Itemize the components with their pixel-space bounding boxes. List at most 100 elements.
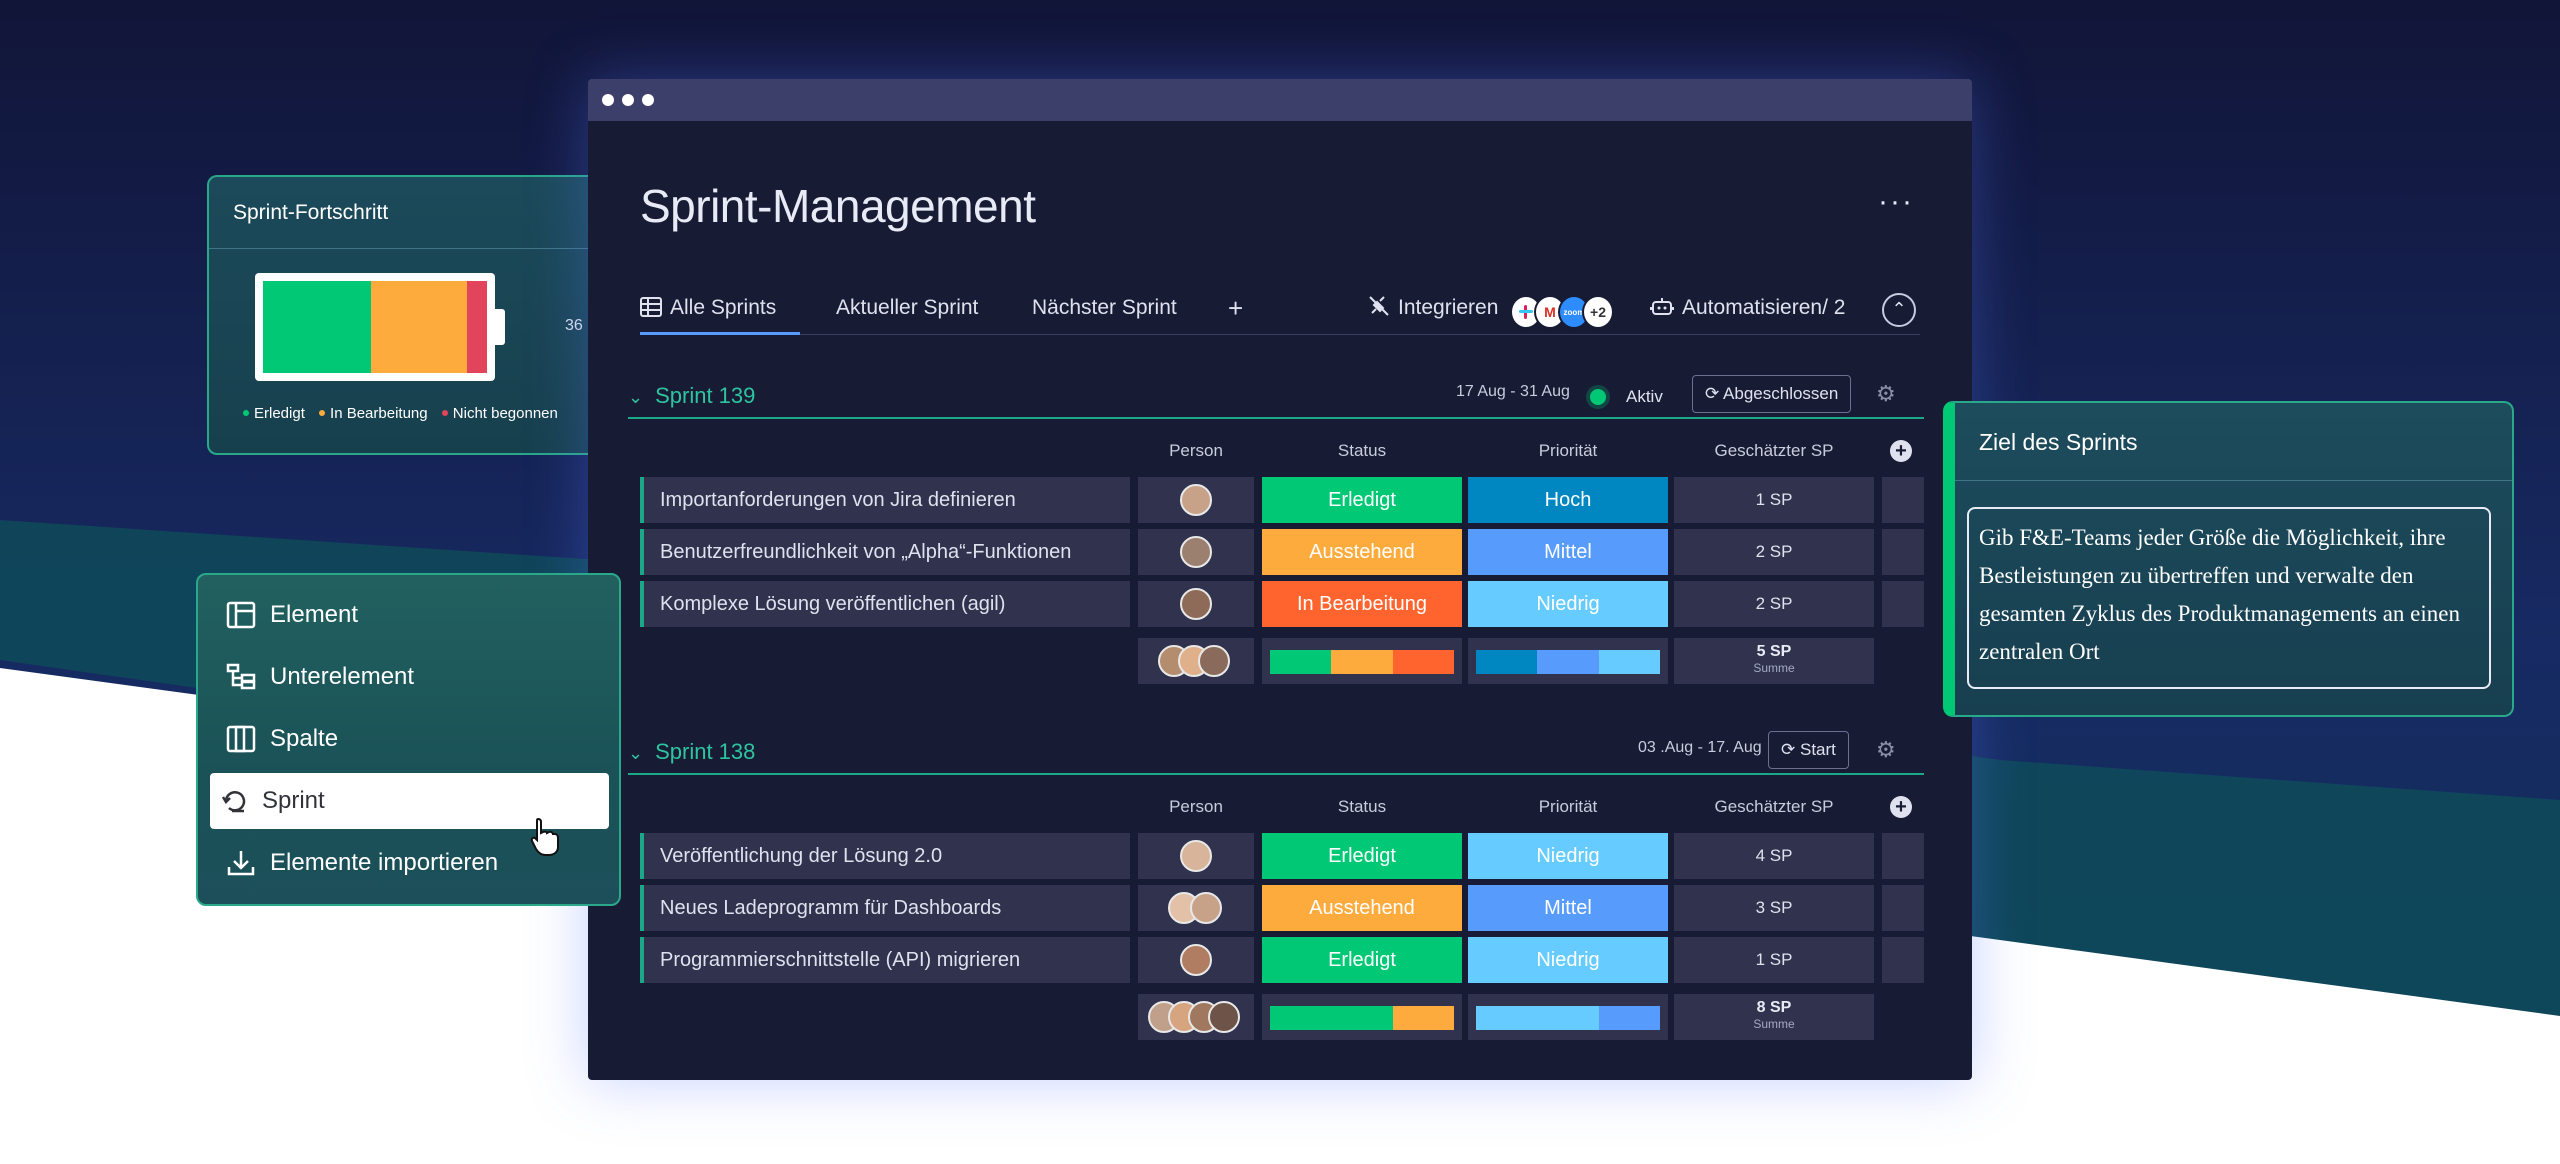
row-end-cell	[1882, 477, 1924, 523]
goal-text[interactable]: Gib F&E-Teams jeder Größe die Möglichkei…	[1967, 507, 2491, 689]
row-end-cell	[1882, 833, 1924, 879]
person-cell[interactable]	[1138, 477, 1254, 523]
sprint-139-state: Aktiv	[1626, 387, 1663, 406]
person-cell[interactable]	[1138, 529, 1254, 575]
table-row[interactable]: Neues Ladeprogramm für Dashboards Aussteh…	[640, 885, 1924, 931]
summary-priority	[1468, 638, 1668, 684]
sp-value[interactable]: 2 SP	[1674, 529, 1874, 575]
page-title: Sprint-Management	[640, 180, 1036, 232]
task-name[interactable]: Benutzerfreundlichkeit von „Alpha“-Funkt…	[640, 529, 1130, 575]
progress-card-title: Sprint-Fortschritt	[209, 177, 599, 249]
sp-value[interactable]: 1 SP	[1674, 937, 1874, 983]
person-cell[interactable]	[1138, 581, 1254, 627]
status-label[interactable]: Ausstehend	[1262, 529, 1462, 575]
priority-label[interactable]: Mittel	[1468, 885, 1668, 931]
download-icon	[227, 851, 255, 876]
priority-label[interactable]: Niedrig	[1468, 833, 1668, 879]
table-row[interactable]: Programmierschnittstelle (API) migrieren…	[640, 937, 1924, 983]
sprint-139-header: ⌄ Sprint 139 17 Aug - 31 Aug Aktiv ⟳ Abge…	[628, 375, 1924, 419]
status-label[interactable]: Erledigt	[1262, 833, 1462, 879]
window-dot	[602, 94, 614, 106]
complete-sprint-button[interactable]: ⟳ Abgeschlossen	[1692, 375, 1852, 413]
priority-label[interactable]: Niedrig	[1468, 581, 1668, 627]
progress-not-started-segment	[466, 281, 487, 373]
sprint-139-title[interactable]: ⌄ Sprint 139	[628, 383, 756, 408]
table-row[interactable]: Importanforderungen von Jira definieren E…	[640, 477, 1924, 523]
table-row[interactable]: Komplexe Lösung veröffentlichen (agil) In…	[640, 581, 1924, 627]
summary-people	[1138, 638, 1254, 684]
progress-in-progress-segment	[370, 281, 467, 373]
gear-icon[interactable]: ⚙	[1876, 737, 1896, 762]
chevron-down-icon: ⌄	[628, 387, 644, 407]
more-options-icon[interactable]: ···	[1878, 185, 1914, 218]
add-column-icon[interactable]: +	[1890, 796, 1912, 818]
goal-card-title: Ziel des Sprints	[1955, 403, 2512, 481]
window-titlebar	[588, 79, 1972, 121]
table-row[interactable]: Benutzerfreundlichkeit von „Alpha“-Funkt…	[640, 529, 1924, 575]
column-header-status: Status	[1337, 797, 1387, 816]
sp-value[interactable]: 1 SP	[1674, 477, 1874, 523]
collapse-chevron-up-icon[interactable]: ⌃	[1882, 293, 1916, 327]
add-column-icon[interactable]: +	[1890, 440, 1912, 462]
status-label[interactable]: Erledigt	[1262, 937, 1462, 983]
menu-item-element[interactable]: Element	[210, 587, 609, 643]
sprint-goal-card: Ziel des Sprints Gib F&E-Teams jeder Grö…	[1943, 401, 2514, 717]
progress-done-segment	[263, 281, 371, 373]
row-end-cell	[1882, 885, 1924, 931]
column-header-priority: Priorität	[1538, 441, 1598, 460]
task-name[interactable]: Neues Ladeprogramm für Dashboards	[640, 885, 1130, 931]
task-name[interactable]: Komplexe Lösung veröffentlichen (agil)	[640, 581, 1130, 627]
sum-sp-label: Summe	[1753, 1017, 1795, 1031]
menu-item-sprint[interactable]: Sprint	[210, 773, 609, 856]
automate-button[interactable]: Automatisieren/ 2	[1650, 291, 1845, 335]
status-label[interactable]: In Bearbeitung	[1262, 581, 1462, 627]
task-name[interactable]: Importanforderungen von Jira definieren	[640, 477, 1130, 523]
menu-item-import[interactable]: Elemente importieren	[210, 835, 609, 891]
task-name[interactable]: Programmierschnittstelle (API) migrieren	[640, 937, 1130, 983]
table-row[interactable]: Veröffentlichung der Lösung 2.0 Erledigt N…	[640, 833, 1924, 879]
priority-label[interactable]: Mittel	[1468, 529, 1668, 575]
robot-icon	[1650, 294, 1674, 328]
progress-battery	[255, 273, 495, 381]
window-dot	[622, 94, 634, 106]
person-cell[interactable]	[1138, 937, 1254, 983]
battery-tip	[495, 309, 505, 345]
column-header-sp: Geschätzter SP	[1714, 797, 1834, 816]
tab-current-sprint[interactable]: Aktueller Sprint	[836, 296, 979, 319]
start-icon: ⟳	[1781, 740, 1796, 759]
integration-icons: M zoom +2	[1510, 295, 1620, 329]
status-label[interactable]: Erledigt	[1262, 477, 1462, 523]
view-tabs: Alle Sprints Aktueller Sprint Nächster S…	[640, 291, 1920, 335]
sp-value[interactable]: 4 SP	[1674, 833, 1874, 879]
sum-sp-label: Summe	[1753, 661, 1795, 675]
priority-label[interactable]: Hoch	[1468, 477, 1668, 523]
status-distribution-bar	[1270, 650, 1454, 674]
start-sprint-button[interactable]: ⟳ Start	[1768, 731, 1849, 769]
avatar	[1208, 1001, 1240, 1033]
row-end-cell	[1882, 581, 1924, 627]
person-cell[interactable]	[1138, 833, 1254, 879]
tab-all-sprints[interactable]: Alle Sprints	[640, 291, 800, 335]
task-name[interactable]: Veröffentlichung der Lösung 2.0	[640, 833, 1130, 879]
menu-item-subelement[interactable]: Unterelement	[210, 649, 609, 705]
integrate-button[interactable]: Integrieren	[1368, 291, 1498, 335]
summary-status	[1262, 994, 1462, 1040]
avatar	[1190, 892, 1222, 924]
sprint-138-title[interactable]: ⌄ Sprint 138	[628, 739, 756, 764]
column-header-priority: Priorität	[1538, 797, 1598, 816]
avatar	[1198, 645, 1230, 677]
sp-value[interactable]: 3 SP	[1674, 885, 1874, 931]
add-tab-button[interactable]: +	[1228, 293, 1244, 323]
gear-icon[interactable]: ⚙	[1876, 381, 1896, 406]
tab-next-sprint[interactable]: Nächster Sprint	[1032, 296, 1177, 319]
avatar	[1180, 840, 1212, 872]
legend-in-progress: In Bearbeitung	[319, 405, 428, 422]
menu-item-column[interactable]: Spalte	[210, 711, 609, 767]
sp-value[interactable]: 2 SP	[1674, 581, 1874, 627]
table-icon	[640, 294, 662, 328]
sum-sp-value: 5 SP	[1756, 643, 1792, 660]
person-cell[interactable]	[1138, 885, 1254, 931]
status-label[interactable]: Ausstehend	[1262, 885, 1462, 931]
automate-label: Automatisieren/ 2	[1682, 296, 1846, 319]
priority-label[interactable]: Niedrig	[1468, 937, 1668, 983]
